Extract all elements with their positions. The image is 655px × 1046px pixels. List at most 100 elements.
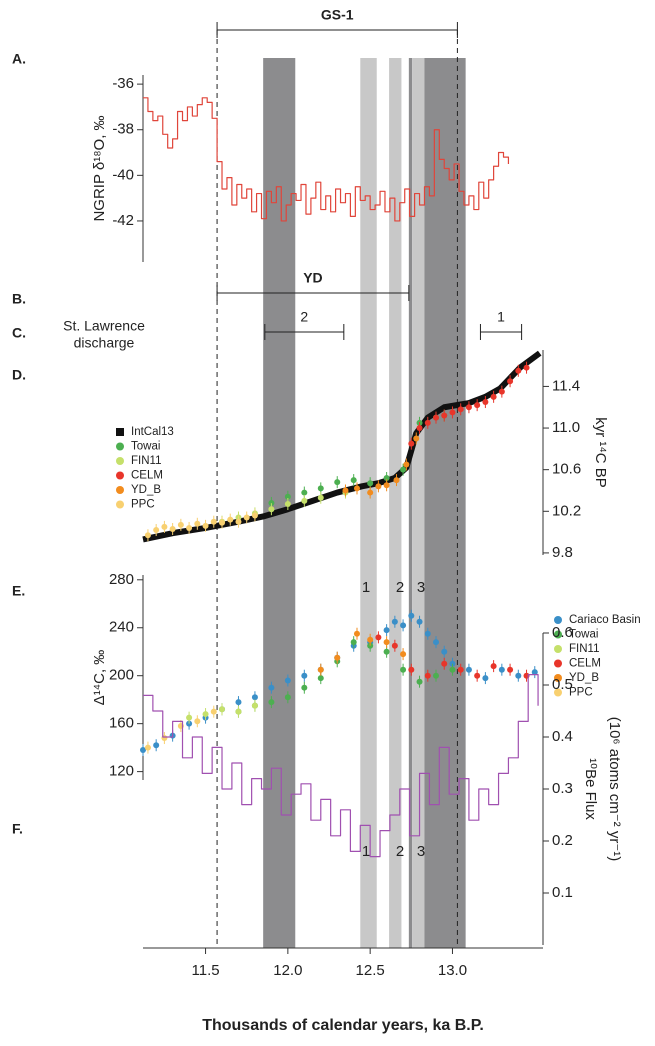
legend-label: Towai [131, 441, 160, 453]
data-point [153, 742, 160, 749]
data-point [391, 642, 398, 649]
data-point [284, 677, 291, 684]
data-point [161, 523, 168, 530]
data-point [416, 678, 423, 685]
y-tick-label: 0.4 [552, 728, 573, 745]
data-point [515, 672, 522, 679]
data-point [194, 718, 201, 725]
data-point [400, 622, 407, 629]
data-point [219, 706, 226, 713]
y-tick-label: -36 [112, 75, 134, 92]
y-tick-label: 280 [109, 571, 134, 588]
data-point [268, 499, 275, 506]
data-point [227, 516, 234, 523]
data-point [400, 651, 407, 658]
data-point [301, 497, 308, 504]
data-point [393, 477, 400, 484]
y-tick-label: 0.5 [552, 676, 573, 693]
data-point [251, 702, 258, 709]
data-point [251, 694, 258, 701]
data-point [219, 519, 226, 526]
panel-letter: F. [12, 821, 23, 837]
data-point [474, 672, 481, 679]
data-point [465, 666, 472, 673]
y-tick-label: 11.4 [552, 377, 580, 394]
y-tick-label: 160 [109, 715, 134, 732]
data-point [235, 518, 242, 525]
data-point [433, 672, 440, 679]
y-axis-title: NGRIP δ¹⁸O, ‰ [91, 115, 108, 221]
data-point [153, 527, 160, 534]
data-point [383, 474, 390, 481]
legend-label: FIN11 [569, 643, 599, 655]
data-point [301, 672, 308, 679]
legend-label: Cariaco Basin [569, 614, 641, 626]
legend-label: CELM [131, 470, 163, 482]
y-axis-title: (10⁶ atoms cm⁻² yr⁻¹) [606, 717, 623, 862]
data-point [375, 634, 382, 641]
data-point [400, 466, 407, 473]
y-axis-title: kyr ¹⁴C BP [592, 417, 609, 488]
data-point [144, 744, 151, 751]
data-point [186, 714, 193, 721]
data-point [169, 525, 176, 532]
y-tick-label: 200 [109, 667, 134, 684]
legend-marker [554, 688, 562, 697]
legend-label: PPC [131, 499, 155, 511]
y-tick-label: -42 [112, 212, 134, 229]
data-point [441, 648, 448, 655]
bracket-label: YD [303, 270, 322, 286]
data-point [210, 708, 217, 715]
data-point [441, 412, 448, 419]
data-point [408, 612, 415, 619]
data-point [353, 485, 360, 492]
shaded-interval [412, 58, 425, 948]
data-point [498, 666, 505, 673]
y-tick-label: 120 [109, 763, 134, 780]
event-number: 1 [362, 843, 370, 860]
panel-letter: B. [12, 291, 26, 307]
data-point [523, 364, 530, 371]
data-point [474, 402, 481, 409]
x-axis-title: Thousands of calendar years, ka B.P. [202, 1017, 484, 1034]
data-point [251, 512, 258, 519]
data-point [194, 520, 201, 527]
x-tick-label: 11.5 [192, 962, 220, 979]
data-point [515, 367, 522, 374]
data-point [507, 666, 514, 673]
y-tick-label: 0.6 [552, 624, 573, 641]
legend-marker [554, 659, 562, 668]
y-tick-label: 11.0 [552, 419, 580, 436]
y-tick-label: 10.6 [552, 461, 581, 478]
data-point [342, 487, 349, 494]
legend-marker [116, 500, 124, 509]
x-tick-label: 13.0 [438, 962, 467, 979]
legend-label: Towai [569, 629, 598, 641]
event-number: 2 [396, 579, 404, 596]
x-tick-label: 12.0 [273, 962, 302, 979]
data-point [317, 494, 324, 501]
data-point [482, 675, 489, 682]
data-point [383, 639, 390, 646]
panel-letter: D. [12, 367, 26, 383]
bracket-label: 2 [300, 309, 308, 325]
data-point [210, 518, 217, 525]
shaded-interval [389, 58, 402, 948]
legend-marker [116, 428, 124, 436]
x-tick-label: 12.5 [356, 962, 385, 979]
data-point [416, 618, 423, 625]
legend-label: IntCal13 [131, 426, 174, 438]
data-point [482, 399, 489, 406]
data-point [383, 627, 390, 634]
data-point [350, 639, 357, 646]
data-point [334, 479, 341, 486]
legend-label: YD_B [569, 672, 599, 684]
shaded-interval [360, 58, 377, 948]
data-point [202, 522, 209, 529]
data-point [457, 406, 464, 413]
data-point [408, 666, 415, 673]
data-point [433, 639, 440, 646]
legend-marker [116, 457, 124, 465]
event-label: St. Lawrence [63, 318, 145, 334]
